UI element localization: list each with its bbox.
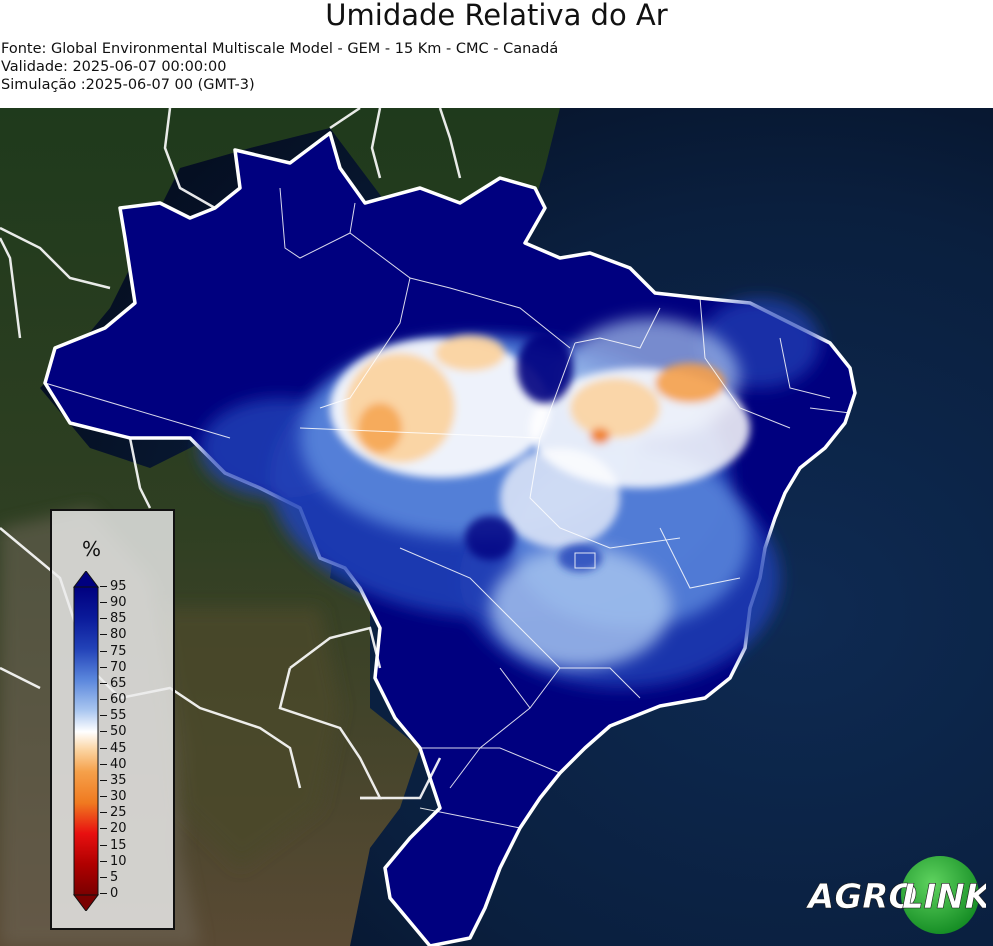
logo-text-link: LINK (902, 877, 986, 917)
data-source: Fonte: Global Environmental Multiscale M… (1, 41, 559, 57)
legend-tick-label: 35 (100, 773, 127, 789)
legend-tick-label: 30 (100, 789, 127, 805)
legend-tick-label: 25 (100, 805, 127, 821)
legend-tick-label: 60 (100, 692, 127, 708)
map-header: Umidade Relativa do Ar Fonte: Global Env… (0, 0, 993, 108)
legend-tick-label: 75 (100, 644, 127, 660)
legend-tick-label: 80 (100, 627, 127, 643)
colorbar (73, 571, 99, 911)
simulation-date: Simulação :2025-06-07 00 (GMT-3) (1, 77, 255, 93)
legend-tick-label: 5 (100, 870, 118, 886)
legend-ticks: 95 90 85 80 75 70 65 60 55 50 45 40 35 30 25 20 15 10 5 0 (100, 511, 170, 932)
validity-date: Validade: 2025-06-07 00:00:00 (1, 59, 227, 75)
legend-tick-label: 50 (100, 724, 127, 740)
legend-tick-label: 90 (100, 595, 127, 611)
legend-tick-label: 15 (100, 838, 127, 854)
agrolink-logo: AGRO LINK (806, 856, 986, 934)
logo-text-agro: AGRO (806, 877, 917, 917)
state-borders (44, 187, 851, 829)
legend-tick-label: 65 (100, 676, 127, 692)
legend-unit: % (82, 537, 102, 561)
map-title: Umidade Relativa do Ar (325, 0, 668, 32)
humidity-dry-zones (330, 335, 750, 548)
colorbar-body (73, 586, 99, 896)
legend-tick-label: 40 (100, 757, 127, 773)
legend-tick-label: 0 (100, 886, 118, 902)
color-legend: % 95 90 85 80 75 70 65 60 55 50 45 40 35 30 25 20 15 10 5 0 (50, 509, 175, 930)
colorbar-top-arrow (73, 571, 99, 588)
chaco-land (160, 608, 340, 868)
legend-tick-label: 95 (100, 579, 127, 595)
legend-tick-label: 45 (100, 741, 127, 757)
colorbar-bottom-arrow (73, 894, 99, 911)
legend-tick-label: 10 (100, 854, 127, 870)
legend-tick-label: 55 (100, 708, 127, 724)
legend-tick-label: 70 (100, 660, 127, 676)
legend-tick-label: 85 (100, 611, 127, 627)
legend-tick-label: 20 (100, 821, 127, 837)
